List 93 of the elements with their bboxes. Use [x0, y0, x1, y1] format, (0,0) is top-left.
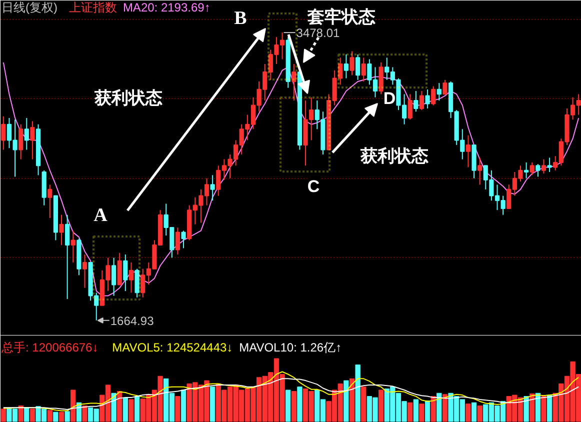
bar	[24, 407, 30, 422]
bar	[546, 394, 552, 422]
candlestick	[425, 88, 430, 109]
candlestick	[59, 214, 64, 246]
candlestick	[181, 230, 186, 249]
candlestick	[361, 57, 366, 82]
bar	[175, 396, 180, 422]
candlestick	[419, 90, 424, 111]
bar	[70, 390, 76, 422]
bar	[466, 404, 471, 422]
bar	[408, 402, 413, 422]
bar	[442, 394, 448, 422]
bar	[413, 399, 418, 422]
chart-title: 日线(复权)	[2, 0, 58, 14]
bar	[128, 399, 134, 422]
bar	[47, 410, 52, 422]
candlestick	[350, 50, 354, 76]
candlestick	[466, 134, 471, 168]
candlestick	[344, 54, 348, 79]
candlestick	[128, 262, 134, 294]
candlestick	[210, 174, 215, 202]
candlestick	[175, 227, 180, 256]
bar	[0, 408, 6, 422]
text: MA20: 2193.69↑	[122, 0, 210, 14]
candlestick	[134, 268, 140, 298]
candlestick	[111, 257, 116, 296]
bar	[122, 397, 128, 422]
bar	[111, 392, 116, 422]
candlestick	[70, 230, 76, 263]
bar	[344, 380, 349, 422]
candlestick	[30, 120, 35, 160]
bar	[297, 386, 302, 422]
bar	[535, 392, 540, 422]
annotation: 套牢状态	[306, 8, 376, 28]
candlestick	[541, 158, 546, 174]
candlestick	[524, 162, 529, 179]
bar	[18, 406, 24, 422]
candlestick	[378, 62, 384, 95]
candlestick	[292, 64, 296, 102]
annotation: 1664.93	[110, 314, 154, 328]
bar	[355, 364, 360, 422]
bar	[210, 386, 216, 422]
candlestick	[48, 184, 52, 219]
candlestick	[356, 54, 360, 80]
bar	[424, 400, 430, 422]
bar	[58, 412, 64, 422]
candlestick	[65, 214, 70, 300]
bar	[378, 390, 384, 422]
candlestick	[18, 124, 24, 160]
annotation: B	[234, 8, 248, 29]
candlestick	[530, 162, 534, 176]
candlestick	[24, 117, 29, 150]
annotation: 3478.01	[296, 26, 340, 40]
candlestick	[117, 252, 122, 286]
candlestick	[1, 116, 6, 150]
bar	[180, 390, 186, 422]
candlestick	[442, 79, 448, 95]
bar	[349, 378, 355, 422]
bar	[361, 386, 366, 422]
candlestick	[478, 157, 482, 186]
annotation: D	[383, 89, 396, 108]
candlestick	[547, 157, 552, 172]
candlestick	[536, 164, 540, 178]
annotation: 获利状态	[360, 146, 428, 166]
bar	[53, 412, 58, 422]
bar	[286, 390, 291, 422]
bar	[524, 396, 529, 422]
candlestick	[408, 94, 412, 120]
text: MAVOL10: 1.26亿↑	[239, 340, 342, 354]
bar	[419, 404, 424, 422]
candlestick	[436, 82, 442, 102]
annotation: A	[94, 205, 108, 226]
bar	[436, 392, 442, 422]
bar	[541, 396, 546, 422]
text: MAVOL5: 124524443↓	[112, 340, 233, 354]
text: 总手: 120066676↓	[0, 340, 98, 354]
bar	[30, 408, 36, 422]
chart-subtitle: 上证指数	[68, 0, 117, 14]
candlestick	[431, 86, 436, 106]
bar	[82, 406, 88, 422]
annotation: C	[307, 177, 320, 196]
annotation: 获利状态	[94, 88, 162, 108]
bar	[134, 396, 140, 422]
bar	[430, 396, 436, 422]
candlestick	[414, 90, 418, 112]
candlestick	[123, 254, 128, 292]
bar	[471, 402, 477, 422]
bar	[530, 394, 535, 422]
candlestick	[82, 254, 88, 288]
bar	[291, 391, 296, 422]
bar	[477, 406, 482, 422]
bar	[64, 411, 70, 422]
bar	[117, 391, 122, 422]
